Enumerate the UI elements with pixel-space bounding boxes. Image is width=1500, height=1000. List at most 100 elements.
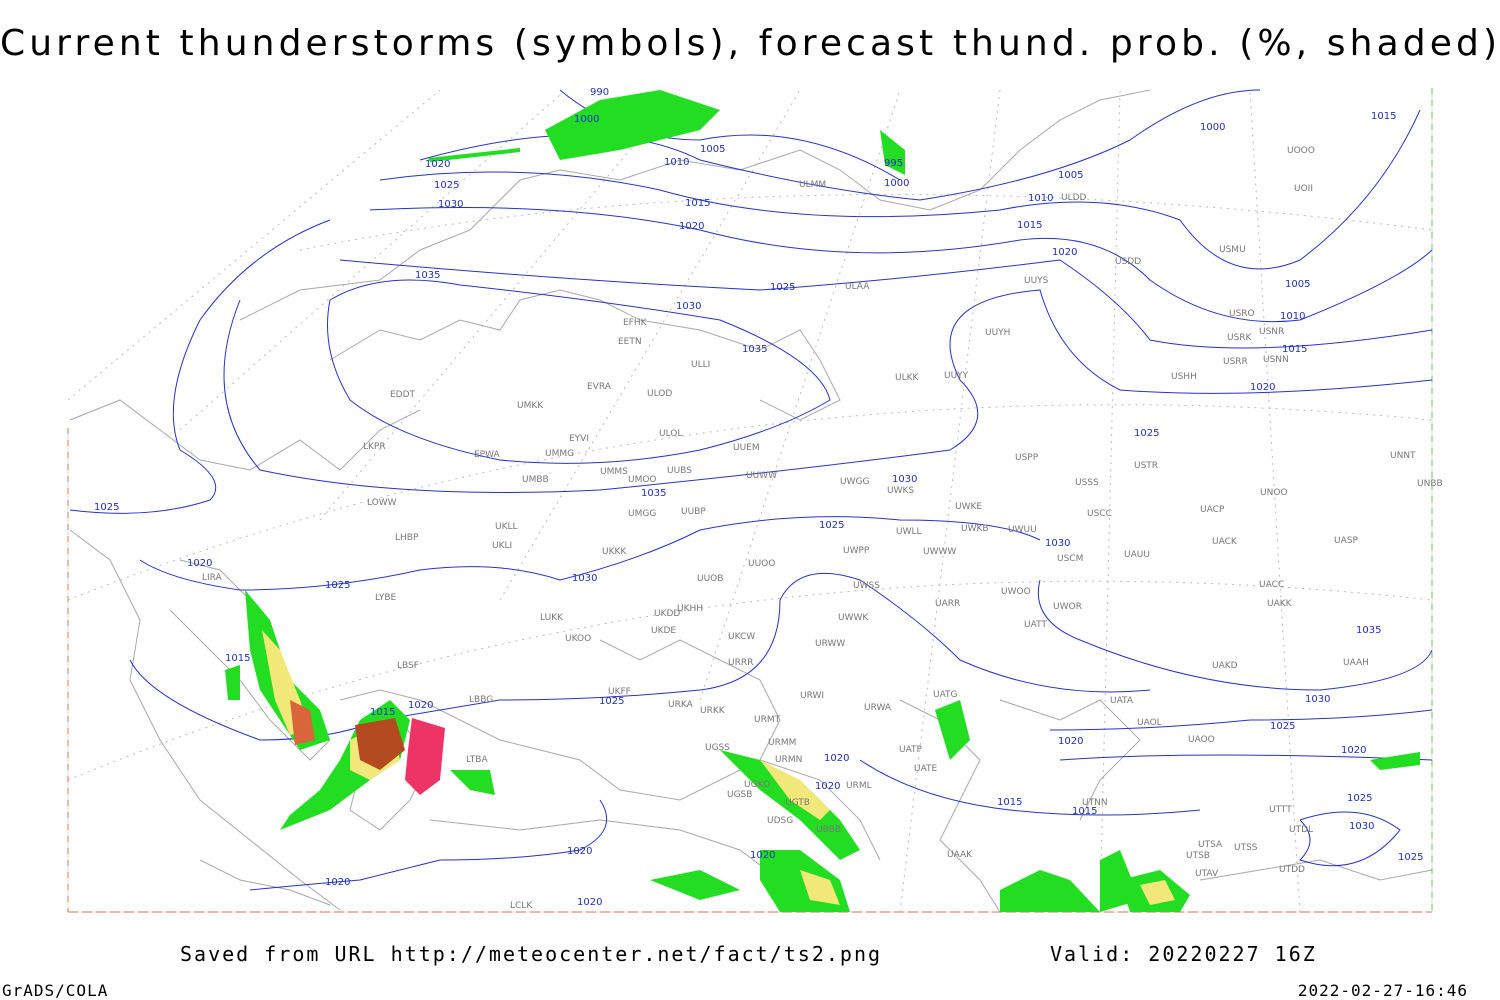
- station-label: UWKB: [961, 524, 989, 534]
- software-label: GrADS/COLA: [2, 981, 108, 1000]
- station-label: EDDT: [390, 390, 416, 400]
- station-label: URRR: [728, 658, 753, 668]
- valid-time: Valid: 20220227 16Z: [1050, 942, 1317, 966]
- station-label: UOII: [1294, 184, 1313, 194]
- station-label: UGSS: [705, 743, 730, 753]
- station-label: UBBB: [816, 825, 841, 835]
- station-label: UKLL: [495, 522, 518, 532]
- station-label: USPP: [1015, 453, 1039, 463]
- isobar-label: 1025: [1347, 793, 1372, 804]
- isobar-label: 1035: [1356, 625, 1381, 636]
- isobar-label: 1020: [824, 753, 849, 764]
- station-label: UKOO: [565, 634, 591, 644]
- station-label: UKCW: [728, 632, 755, 642]
- station-label: LIRA: [202, 573, 223, 583]
- isobar-label: 1020: [815, 781, 840, 792]
- station-label: UGSB: [727, 790, 752, 800]
- station-label: UOOO: [1287, 146, 1315, 156]
- station-label: UWOO: [1001, 587, 1031, 597]
- station-label: URMM: [768, 738, 796, 748]
- station-label: UTAV: [1195, 869, 1219, 879]
- station-label: UKKK: [602, 547, 627, 557]
- station-label: UKDE: [651, 626, 676, 636]
- station-label: UAAK: [947, 850, 973, 860]
- isobar-label: 1020: [1058, 736, 1083, 747]
- isobar-label: 1030: [1305, 694, 1330, 705]
- isobar-label: 1020: [325, 877, 350, 888]
- station-label: UACC: [1259, 580, 1284, 590]
- station-label: UMBB: [522, 475, 549, 485]
- station-label: UUEM: [733, 443, 760, 453]
- station-label: UWLL: [896, 527, 922, 537]
- station-label: UASP: [1334, 536, 1358, 546]
- isobar-label: 1025: [434, 180, 459, 191]
- isobar-label: 1030: [676, 301, 701, 312]
- isobar-label: 1025: [770, 282, 795, 293]
- station-label: LCLK: [510, 901, 533, 911]
- isobar-label: 1015: [1017, 220, 1042, 231]
- station-label: USMU: [1219, 245, 1246, 255]
- isobar-label: 1030: [438, 199, 463, 210]
- isobar-label: 1015: [370, 707, 395, 718]
- station-label: UTNN: [1082, 798, 1108, 808]
- station-label: UTDL: [1289, 825, 1313, 835]
- isobar-label: 1015: [685, 198, 710, 209]
- station-label: UKDD: [654, 609, 680, 619]
- isobar-label: 1020: [750, 850, 775, 861]
- station-label: LYBE: [375, 593, 396, 603]
- station-label: UMOO: [628, 475, 657, 485]
- station-label: UACK: [1212, 537, 1238, 547]
- isobar-label: 1015: [225, 653, 250, 664]
- station-label: URML: [846, 781, 872, 791]
- station-label: EPWA: [474, 450, 501, 460]
- station-label: UKLI: [492, 541, 512, 551]
- isobar-label: 1005: [700, 144, 725, 155]
- station-label: UUYS: [1024, 276, 1049, 286]
- isobar-label: 1025: [1270, 721, 1295, 732]
- station-label: USRR: [1223, 357, 1248, 367]
- station-label: EFHK: [623, 318, 648, 328]
- station-label: USNN: [1263, 355, 1289, 365]
- station-labels: EDDT EPWA EYVI UMMG UMKK EVRA ULOD EFHK EETN ULLI…: [202, 146, 1443, 911]
- isobar-label: 1020: [1341, 745, 1366, 756]
- isobar-label: 1020: [425, 159, 450, 170]
- station-label: USRO: [1229, 309, 1255, 319]
- station-label: LBBG: [469, 695, 493, 705]
- isobar-label: 1030: [892, 474, 917, 485]
- station-label: UKFF: [608, 687, 631, 697]
- station-label: UUWW: [746, 471, 777, 481]
- isobar-label: 1015: [997, 797, 1022, 808]
- station-label: UATT: [1024, 620, 1047, 630]
- station-label: UAKD: [1212, 661, 1238, 671]
- station-label: URMN: [775, 755, 802, 765]
- isobar-label: 995: [884, 158, 903, 169]
- source-url: Saved from URL http://meteocenter.net/fa…: [180, 942, 882, 966]
- isobar-label: 1000: [574, 114, 599, 125]
- station-label: UWKE: [955, 502, 982, 512]
- isobar-labels: 990 1000 1005 1010 995 1000 1020 1025 1030 1015 10…: [94, 87, 1423, 908]
- station-label: UUYH: [985, 328, 1010, 338]
- station-label: LKPR: [363, 442, 386, 452]
- station-label: USCM: [1057, 554, 1083, 564]
- station-label: UNNT: [1390, 451, 1416, 461]
- station-label: UWOR: [1053, 602, 1082, 612]
- station-label: UUOB: [697, 574, 723, 584]
- station-label: UWGG: [840, 477, 869, 487]
- isobar-label: 1000: [1200, 122, 1225, 133]
- station-label: UNOO: [1260, 488, 1288, 498]
- station-label: URKK: [700, 706, 726, 716]
- isobar-label: 1025: [819, 520, 844, 531]
- isobar-label: 1015: [1371, 111, 1396, 122]
- isobar-label: 1015: [1282, 344, 1307, 355]
- station-label: UAOL: [1137, 718, 1162, 728]
- station-label: UAKK: [1267, 599, 1293, 609]
- isobar-label: 1020: [567, 846, 592, 857]
- isobar-label: 1010: [1280, 311, 1305, 322]
- station-label: EVRA: [587, 382, 612, 392]
- station-label: USDD: [1115, 257, 1141, 267]
- station-label: UDSG: [767, 816, 793, 826]
- isobar-label: 1005: [1058, 170, 1083, 181]
- station-label: UTDD: [1279, 865, 1305, 875]
- station-label: UTSB: [1186, 851, 1210, 861]
